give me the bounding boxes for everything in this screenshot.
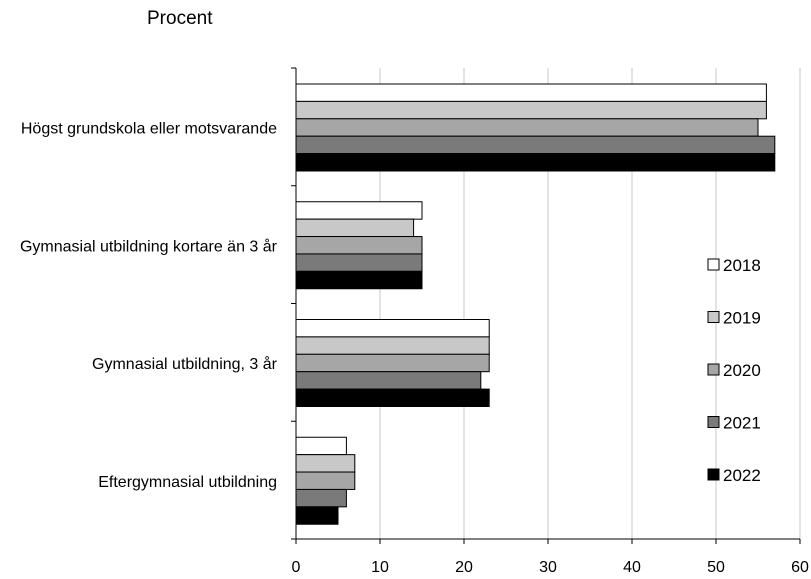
bar xyxy=(295,236,423,255)
bar xyxy=(295,471,356,490)
bar xyxy=(295,135,776,155)
bar xyxy=(295,83,767,102)
bar xyxy=(295,454,356,473)
x-tick-label: 50 xyxy=(707,559,725,576)
axes xyxy=(291,67,801,544)
legend-swatch xyxy=(707,363,720,376)
x-tick-label: 20 xyxy=(455,559,473,576)
bar xyxy=(295,253,423,272)
category-label: Högst grundskola eller motsvarande xyxy=(21,121,277,138)
bar xyxy=(295,436,347,456)
bar xyxy=(295,118,759,137)
category-label: Gymnasial utbildning kortare än 3 år xyxy=(20,237,278,255)
bar xyxy=(295,488,347,508)
x-tick-label: 40 xyxy=(623,559,641,576)
bar xyxy=(295,388,490,408)
bar xyxy=(295,506,339,525)
x-tick-label: 30 xyxy=(539,559,557,576)
legend-label: 2022 xyxy=(723,466,761,485)
category-label: Eftergymnasial utbildning xyxy=(98,474,277,491)
legend-label: 2020 xyxy=(723,361,761,380)
bar xyxy=(295,218,415,238)
legend-swatch xyxy=(707,468,720,481)
legend-swatch xyxy=(707,311,720,323)
x-tick-label: 10 xyxy=(371,559,389,576)
legend-swatch xyxy=(707,416,720,428)
x-tick-labels: 0 10 20 30 40 50 60 xyxy=(292,559,809,576)
bars xyxy=(295,83,776,525)
bar xyxy=(295,201,423,220)
bar xyxy=(295,336,490,355)
category-labels: Högst grundskola eller motsvarande Gymnas… xyxy=(20,121,278,491)
x-tick-label: 60 xyxy=(791,559,809,576)
x-tick-label: 0 xyxy=(292,559,301,576)
bar xyxy=(295,153,776,172)
bar xyxy=(295,353,490,373)
bar xyxy=(295,371,482,390)
bar xyxy=(295,270,423,290)
gridlines xyxy=(379,68,801,539)
legend-label: 2019 xyxy=(723,309,761,328)
legend: 2018 2019 2020 2021 2022 xyxy=(707,256,761,485)
unit-label: Procent xyxy=(147,8,213,29)
legend-swatch xyxy=(707,258,720,271)
category-label: Gymnasial utbildning, 3 år xyxy=(92,355,278,373)
legend-label: 2018 xyxy=(723,256,761,275)
legend-label: 2021 xyxy=(723,414,761,433)
bar xyxy=(295,100,767,120)
bar xyxy=(295,319,490,338)
